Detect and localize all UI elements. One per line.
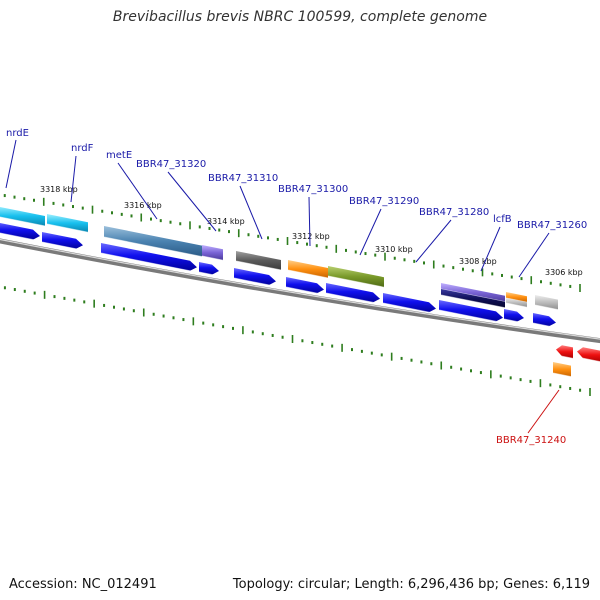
gene-metE (104, 226, 202, 257)
gene-reverse-red-1-edge (555, 354, 574, 359)
gene-BBR47-31300 (288, 260, 328, 278)
gene-label: nrdE (6, 128, 29, 139)
cds-arrow-8 (383, 293, 436, 313)
cds-arrow-3 (101, 243, 197, 271)
gene-label-leader (415, 219, 452, 263)
cds-arrow-7-edge (325, 292, 381, 305)
gene-label: BBR47_31320 (136, 159, 206, 170)
gene-label-leader (518, 232, 550, 278)
gene-label: BBR47_31300 (278, 184, 348, 195)
label-layer: nrdEnrdFmetEBBR47_31320BBR47_31310BBR47_… (5, 128, 587, 446)
gene-label-leader (70, 155, 77, 203)
gene-BBR47-31280 (441, 283, 505, 302)
gene-metE-edge (103, 236, 203, 258)
ruler-tick-label: 3312 kbp (292, 232, 330, 241)
cds-arrow-2 (42, 232, 83, 249)
gene-BBR47-31320 (202, 245, 223, 261)
gene-BBR47-31290 (328, 266, 384, 288)
cds-arrow-7 (326, 283, 380, 303)
gene-reverse-red-1 (556, 345, 573, 359)
genome-summary-text: Topology: circular; Length: 6,296,436 bp… (232, 577, 590, 592)
gene-reverse-red-2-edge (576, 356, 600, 363)
cds-arrow-11 (533, 313, 556, 327)
cds-arrow-1 (0, 223, 40, 240)
gene-label: metE (106, 150, 132, 161)
feature-layer: 3318 kbp 3316 kbp 3314 kbp 3312 kbp 3310 kbp… (0, 185, 600, 396)
cds-arrow-10-edge (503, 318, 525, 324)
gene-label: lcfB (493, 214, 512, 225)
cds-arrow-6-edge (285, 286, 325, 296)
gene-BBR47-31310-edge (235, 260, 282, 271)
cds-arrow-8-edge (382, 302, 437, 315)
gene-lcfB-lower (506, 298, 527, 308)
ruler-tick-label: 3310 kbp (375, 245, 413, 254)
gene-nrdE-edge (0, 216, 46, 227)
gene-BBR47-31240-edge (552, 372, 572, 378)
ruler-tick-label: 3316 kbp (124, 201, 162, 210)
cds-arrow-5-edge (233, 277, 277, 287)
gene-label: BBR47_31260 (517, 220, 587, 231)
cds-arrow-4-edge (198, 271, 220, 277)
gene-BBR47-31310 (236, 251, 281, 270)
cds-arrow-9-edge (438, 309, 504, 324)
cds-arrow-4 (199, 262, 219, 275)
gene-label-leader (5, 139, 17, 189)
gene-BBR47-31300-edge (287, 269, 329, 279)
gene-lcfB-lower-edge (505, 302, 528, 308)
gene-label-leader (167, 171, 217, 232)
map-title: Brevibacillus brevis NBRC 100599, comple… (112, 9, 488, 25)
gene-label-leader (527, 389, 560, 434)
gene-label-leader (239, 185, 263, 240)
cds-arrow-11-edge (532, 322, 557, 329)
cds-arrow-2-edge (41, 241, 84, 251)
gene-BBR47-31280-lower (441, 289, 505, 308)
gene-lcfB (506, 292, 527, 303)
gene-BBR47-31240 (553, 362, 571, 377)
accession-text: Accession: NC_012491 (9, 577, 157, 592)
gene-nrdF (47, 214, 88, 233)
gene-label: nrdF (71, 143, 94, 154)
cds-arrow-6 (286, 277, 324, 294)
gene-BBR47-31260-edge (534, 304, 559, 311)
gene-nrdF-edge (46, 223, 89, 233)
cds-arrow-3-edge (100, 252, 198, 273)
gene-label-leader (480, 226, 501, 272)
gene-label: BBR47_31290 (349, 196, 419, 207)
gene-label: BBR47_31280 (419, 207, 489, 218)
cds-arrow-5 (234, 268, 276, 285)
ruler-tick-label: 3314 kbp (207, 217, 245, 226)
gene-label: BBR47_31240 (496, 435, 566, 446)
cds-arrow-1-edge (0, 232, 41, 242)
backbone-highlight (0, 238, 600, 340)
ruler-tick-label: 3318 kbp (40, 185, 78, 194)
gene-reverse-red-2 (577, 347, 600, 362)
gene-label-leader (308, 196, 311, 247)
gene-BBR47-31320-edge (201, 255, 224, 261)
gene-BBR47-31280-lower-edge (440, 294, 506, 309)
chromosome-backbone (0, 238, 600, 344)
gene-BBR47-31290-edge (327, 275, 385, 288)
gene-label: BBR47_31310 (208, 173, 278, 184)
cds-arrow-9 (439, 300, 503, 322)
gene-label-leader (117, 162, 158, 220)
cds-arrow-10 (504, 309, 524, 322)
ruler-tick-label: 3308 kbp (459, 257, 497, 266)
gene-label-leader (359, 208, 382, 256)
gene-nrdE (0, 207, 45, 226)
ruler-tick-label: 3306 kbp (545, 268, 583, 277)
